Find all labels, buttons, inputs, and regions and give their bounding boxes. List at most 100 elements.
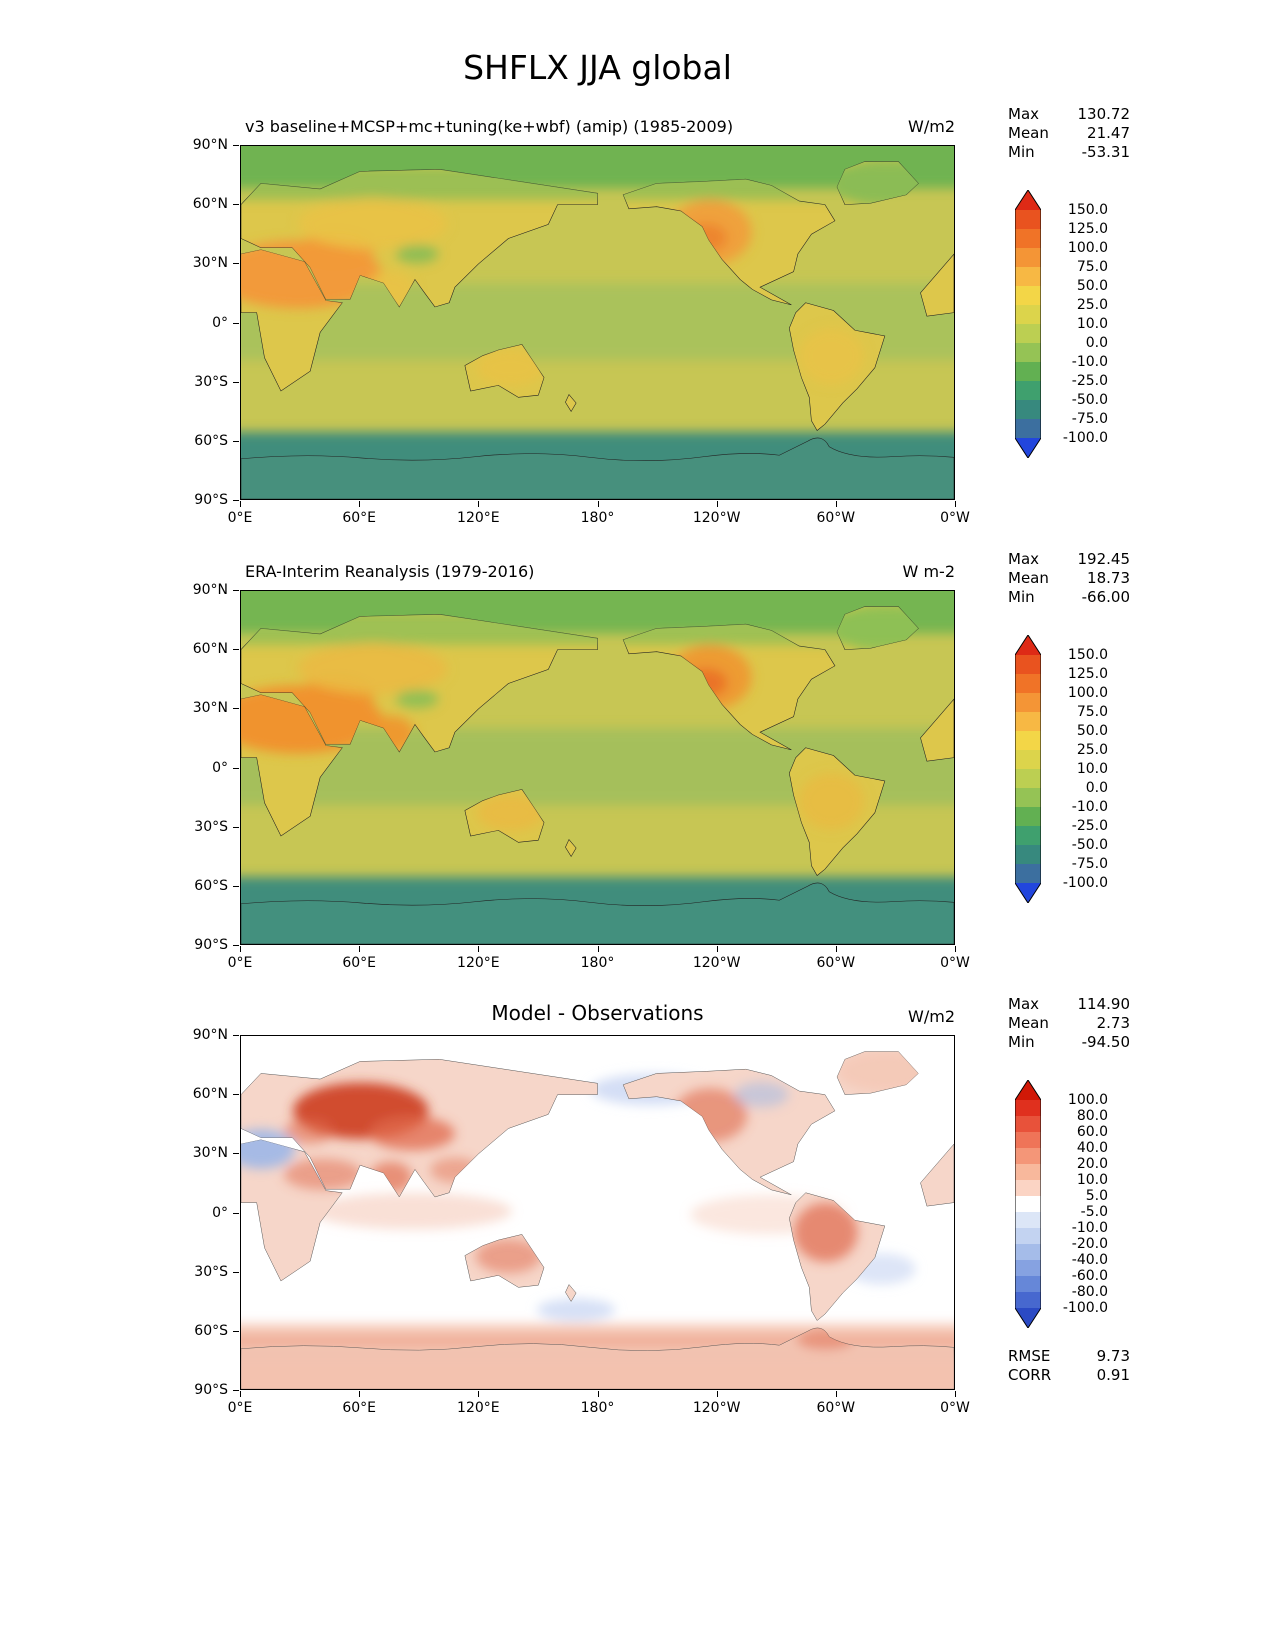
lon-tickmark: [359, 501, 361, 507]
lon-tick-label: 60°E: [342, 955, 376, 971]
colorbar-segment: [1015, 419, 1041, 439]
lon-tick-label: 120°E: [457, 955, 500, 971]
lat-tick-label: 60°N: [192, 196, 228, 213]
stat-label: Mean: [1008, 569, 1049, 587]
lat-tickmark: [233, 322, 239, 324]
lat-tickmark: [233, 767, 239, 769]
lon-tickmark: [716, 1391, 718, 1397]
colorbar-segment: [1015, 1132, 1041, 1149]
lon-tick-label: 0°E: [227, 955, 253, 971]
lon-tickmark: [597, 501, 599, 507]
lat-tick-label: 90°S: [194, 492, 228, 508]
colorbar-tick-label: 0.0: [1085, 780, 1108, 796]
colorbar-segment: [1015, 750, 1041, 770]
colorbar-top-arrow: [1015, 1080, 1041, 1100]
colorbar: [1015, 635, 1041, 903]
antarctica-shape: [241, 437, 954, 499]
colorbar-segment: [1015, 693, 1041, 713]
lon-tickmark: [716, 501, 718, 507]
stat-rmse: RMSE 9.73: [1008, 1347, 1130, 1366]
colorbar-segment: [1015, 1116, 1041, 1133]
lat-tick-label: 60°S: [194, 1322, 228, 1339]
lat-tickmark: [233, 204, 239, 206]
panel-model: v3 baseline+MCSP+mc+tuning(ke+wbf) (amip…: [0, 105, 1275, 565]
colorbar-tick-label: -60.0: [1071, 1268, 1108, 1284]
colorbar-tick-label: -40.0: [1071, 1252, 1108, 1268]
colorbar-segment: [1015, 1228, 1041, 1245]
lat-tick-label: 60°N: [192, 641, 228, 658]
continent-shape: [920, 1143, 954, 1207]
panel-title-difference: Model - Observations: [491, 1001, 704, 1025]
lat-tickmark: [233, 1212, 239, 1214]
lat-tick-label: 60°S: [194, 877, 228, 894]
panel-units-difference: W/m2: [908, 1007, 955, 1026]
lat-tickmark: [233, 381, 239, 383]
colorbar-tick-label: -10.0: [1071, 799, 1108, 815]
panel-units-model: W/m2: [908, 117, 955, 136]
lon-tickmark: [955, 946, 956, 952]
lat-tick-label: 90°S: [194, 1382, 228, 1398]
lat-tickmark: [233, 1390, 239, 1391]
stat-value: 130.72: [1077, 105, 1131, 123]
stat-value: -53.31: [1081, 143, 1130, 161]
lat-tick-label: 0°: [212, 759, 228, 776]
stat-label: Max: [1008, 550, 1040, 568]
colorbar-tick-label: 20.0: [1076, 1156, 1108, 1172]
lat-tick-label: 90°N: [192, 1027, 228, 1043]
colorbar-tick-label: 10.0: [1076, 761, 1108, 777]
colorbar-bottom-arrow: [1015, 438, 1041, 458]
lon-tick-label: 60°E: [342, 1400, 376, 1416]
colorbar-tick-label: -25.0: [1071, 818, 1108, 834]
stat-label: Min: [1008, 588, 1035, 606]
lon-tick-label: 120°W: [692, 510, 741, 526]
panel-title-observations: ERA-Interim Reanalysis (1979-2016): [245, 562, 535, 581]
stat-mean: Mean 21.47: [1008, 124, 1130, 143]
colorbar-segment: [1015, 731, 1041, 751]
colorbar-tick-label: 25.0: [1076, 742, 1108, 758]
colorbar-tick-label: -25.0: [1071, 373, 1108, 389]
stat-value: 2.73: [1096, 1014, 1130, 1032]
panel-difference: Model - Observations W/m2 Max 114.90 Mean…: [0, 995, 1275, 1555]
stat-label: Max: [1008, 105, 1040, 123]
lat-tick-label: 30°N: [192, 255, 228, 272]
colorbar-segment: [1015, 769, 1041, 789]
lon-tickmark: [955, 1391, 956, 1397]
lat-tickmark: [233, 145, 239, 146]
colorbar-tick-label: 75.0: [1076, 704, 1108, 720]
lon-tick-label: 0°W: [940, 955, 970, 971]
stat-label: Mean: [1008, 124, 1049, 142]
stat-label: Min: [1008, 143, 1035, 161]
colorbar-tick-label: 100.0: [1067, 240, 1108, 256]
colorbar-tick-label: 0.0: [1085, 335, 1108, 351]
colorbar-tick-label: 125.0: [1067, 666, 1108, 682]
lat-tickmark: [233, 826, 239, 828]
lon-tick-label: 0°W: [940, 1400, 970, 1416]
colorbar-tick-label: 40.0: [1076, 1140, 1108, 1156]
colorbar-tick-label: -20.0: [1071, 1236, 1108, 1252]
stat-value: 192.45: [1077, 550, 1131, 568]
lon-tickmark: [835, 501, 837, 507]
colorbar-tick-label: 10.0: [1076, 1172, 1108, 1188]
stat-max: Max 130.72: [1008, 105, 1130, 124]
stat-value: 9.73: [1096, 1347, 1130, 1365]
colorbar-tick-label: -10.0: [1071, 354, 1108, 370]
lon-tickmark: [835, 946, 837, 952]
stat-value: 114.90: [1077, 995, 1131, 1013]
lon-tickmark: [240, 946, 241, 952]
lat-tick-label: 0°: [212, 1204, 228, 1221]
lon-tickmark: [359, 1391, 361, 1397]
colorbar: [1015, 1080, 1041, 1328]
lon-tick-label: 120°W: [692, 1400, 741, 1416]
colorbar-tick-label: 150.0: [1067, 647, 1108, 663]
lon-tickmark: [597, 1391, 599, 1397]
map-observations: [240, 590, 955, 945]
colorbar-tick-label: 10.0: [1076, 316, 1108, 332]
lon-tick-label: 120°E: [457, 510, 500, 526]
lat-tickmark: [233, 500, 239, 501]
stat-label: Mean: [1008, 1014, 1049, 1032]
colorbar-segment: [1015, 1292, 1041, 1309]
colorbar-tick-label: 100.0: [1067, 1092, 1108, 1108]
lat-tick-label: 30°S: [194, 818, 228, 835]
stat-value: -94.50: [1081, 1033, 1130, 1051]
colorbar-segment: [1015, 286, 1041, 306]
